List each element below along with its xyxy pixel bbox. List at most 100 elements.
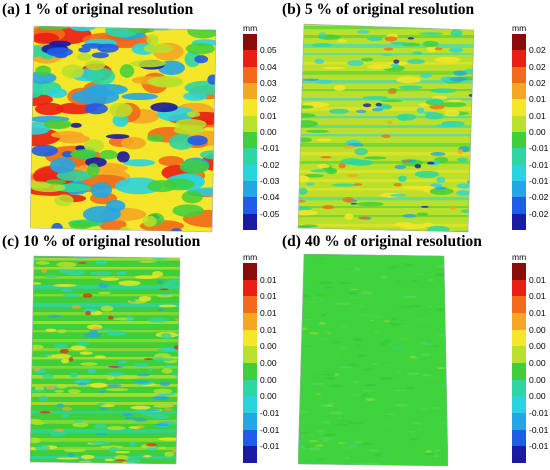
colorbar-tick-label: 0.01 xyxy=(529,94,546,105)
panel-a-colorbar xyxy=(243,34,257,230)
colorbar-tick-label: -0.01 xyxy=(529,159,549,170)
colorbar-tick-label: -0.03 xyxy=(260,176,280,186)
colorbar-segment xyxy=(512,379,526,397)
panel-d-title: (d) 40 % of original resolution xyxy=(282,233,482,250)
colorbar-segment xyxy=(512,148,526,165)
panel-b-title: (b) 5 % of original resolution xyxy=(282,1,475,18)
colorbar-segment xyxy=(243,362,257,380)
colorbar-segment xyxy=(243,346,257,363)
panel-c-unit: mm xyxy=(243,252,258,262)
colorbar-segment xyxy=(512,82,526,100)
colorbar-tick-label: 0.01 xyxy=(529,274,546,285)
panel-a-deviation-map xyxy=(30,25,216,233)
colorbar-segment xyxy=(243,213,257,230)
colorbar-segment xyxy=(243,82,257,100)
colorbar-segment xyxy=(243,429,257,447)
colorbar-segment xyxy=(512,50,526,67)
colorbar-tick-label: 0.00 xyxy=(529,127,546,137)
colorbar-segment xyxy=(243,329,257,347)
colorbar-segment xyxy=(512,66,526,83)
colorbar-segment xyxy=(243,279,257,297)
colorbar-tick-label: 0.00 xyxy=(260,341,277,352)
colorbar-segment xyxy=(243,115,257,132)
panel-c-colorbar xyxy=(243,263,257,463)
colorbar-tick-label: 0.01 xyxy=(260,274,277,285)
colorbar-segment xyxy=(512,412,526,430)
colorbar-tick-label: 0.00 xyxy=(529,358,546,368)
colorbar-segment xyxy=(243,99,257,116)
colorbar-tick-label: -0.01 xyxy=(260,143,280,154)
colorbar-segment xyxy=(243,197,257,214)
panel-d-unit: mm xyxy=(512,252,527,262)
colorbar-segment xyxy=(512,34,526,51)
colorbar-segment xyxy=(512,115,526,132)
colorbar-tick-label: -0.01 xyxy=(529,408,549,418)
colorbar-segment xyxy=(243,66,257,83)
colorbar-tick-label: -0.04 xyxy=(260,192,280,203)
colorbar-tick-label: 0.02 xyxy=(529,45,546,56)
colorbar-tick-label: 0.02 xyxy=(529,61,546,72)
colorbar-tick-label: -0.01 xyxy=(260,441,280,452)
colorbar-segment xyxy=(243,180,257,198)
colorbar-tick-label: 0.01 xyxy=(260,291,277,302)
colorbar-segment xyxy=(243,446,257,463)
colorbar-tick-label: -0.01 xyxy=(260,424,280,435)
colorbar-tick-label: -0.02 xyxy=(529,192,549,203)
colorbar-segment xyxy=(512,213,526,230)
colorbar-tick-label: -0.02 xyxy=(260,159,280,170)
colorbar-segment xyxy=(243,34,257,51)
colorbar-tick-label: 0.00 xyxy=(260,358,277,368)
colorbar-tick-label: 0.01 xyxy=(529,291,546,302)
colorbar-tick-label: 0.00 xyxy=(260,391,277,402)
colorbar-segment xyxy=(512,429,526,447)
colorbar-tick-label: 0.01 xyxy=(529,110,546,121)
colorbar-segment xyxy=(512,99,526,116)
colorbar-segment xyxy=(512,263,526,280)
colorbar-tick-label: 0.00 xyxy=(529,341,546,352)
colorbar-tick-label: 0.01 xyxy=(529,308,546,318)
colorbar-tick-label: 0.01 xyxy=(260,324,277,335)
panel-d-deviation-map xyxy=(298,254,448,466)
colorbar-segment xyxy=(243,148,257,165)
colorbar-segment xyxy=(512,164,526,181)
colorbar-segment xyxy=(512,296,526,313)
colorbar-tick-label: 0.00 xyxy=(260,374,277,385)
colorbar-segment xyxy=(512,279,526,297)
colorbar-segment xyxy=(243,312,257,330)
colorbar-tick-label: -0.01 xyxy=(529,424,549,435)
panel-c-deviation-map xyxy=(30,255,180,465)
colorbar-segment xyxy=(512,446,526,463)
colorbar-segment xyxy=(243,131,257,149)
colorbar-segment xyxy=(512,396,526,413)
colorbar-tick-label: 0.00 xyxy=(529,324,546,335)
colorbar-tick-label: -0.01 xyxy=(260,408,280,418)
colorbar-segment xyxy=(243,296,257,313)
colorbar-tick-label: 0.01 xyxy=(260,308,277,318)
colorbar-tick-label: 0.03 xyxy=(260,78,277,88)
colorbar-tick-label: -0.01 xyxy=(529,176,549,186)
colorbar-tick-label: 0.00 xyxy=(529,391,546,402)
colorbar-segment xyxy=(512,329,526,347)
colorbar-tick-label: -0.01 xyxy=(529,441,549,452)
panel-b-unit: mm xyxy=(512,23,527,33)
panel-c-title: (c) 10 % of original resolution xyxy=(2,233,201,250)
colorbar-segment xyxy=(243,164,257,181)
colorbar-tick-label: 0.04 xyxy=(260,61,277,72)
colorbar-segment xyxy=(243,50,257,67)
panel-a-unit: mm xyxy=(243,23,258,33)
colorbar-segment xyxy=(243,396,257,413)
panel-d-colorbar xyxy=(512,263,526,463)
colorbar-segment xyxy=(243,379,257,397)
colorbar-tick-label: -0.01 xyxy=(529,143,549,154)
colorbar-segment xyxy=(512,180,526,198)
colorbar-segment xyxy=(512,197,526,214)
colorbar-segment xyxy=(512,312,526,330)
colorbar-tick-label: 0.00 xyxy=(529,374,546,385)
colorbar-segment xyxy=(512,346,526,363)
panel-b-deviation-map xyxy=(298,23,474,233)
colorbar-tick-label: 0.01 xyxy=(260,110,277,121)
colorbar-tick-label: 0.02 xyxy=(529,78,546,88)
colorbar-segment xyxy=(512,362,526,380)
colorbar-segment xyxy=(243,412,257,430)
colorbar-tick-label: -0.02 xyxy=(529,208,549,219)
